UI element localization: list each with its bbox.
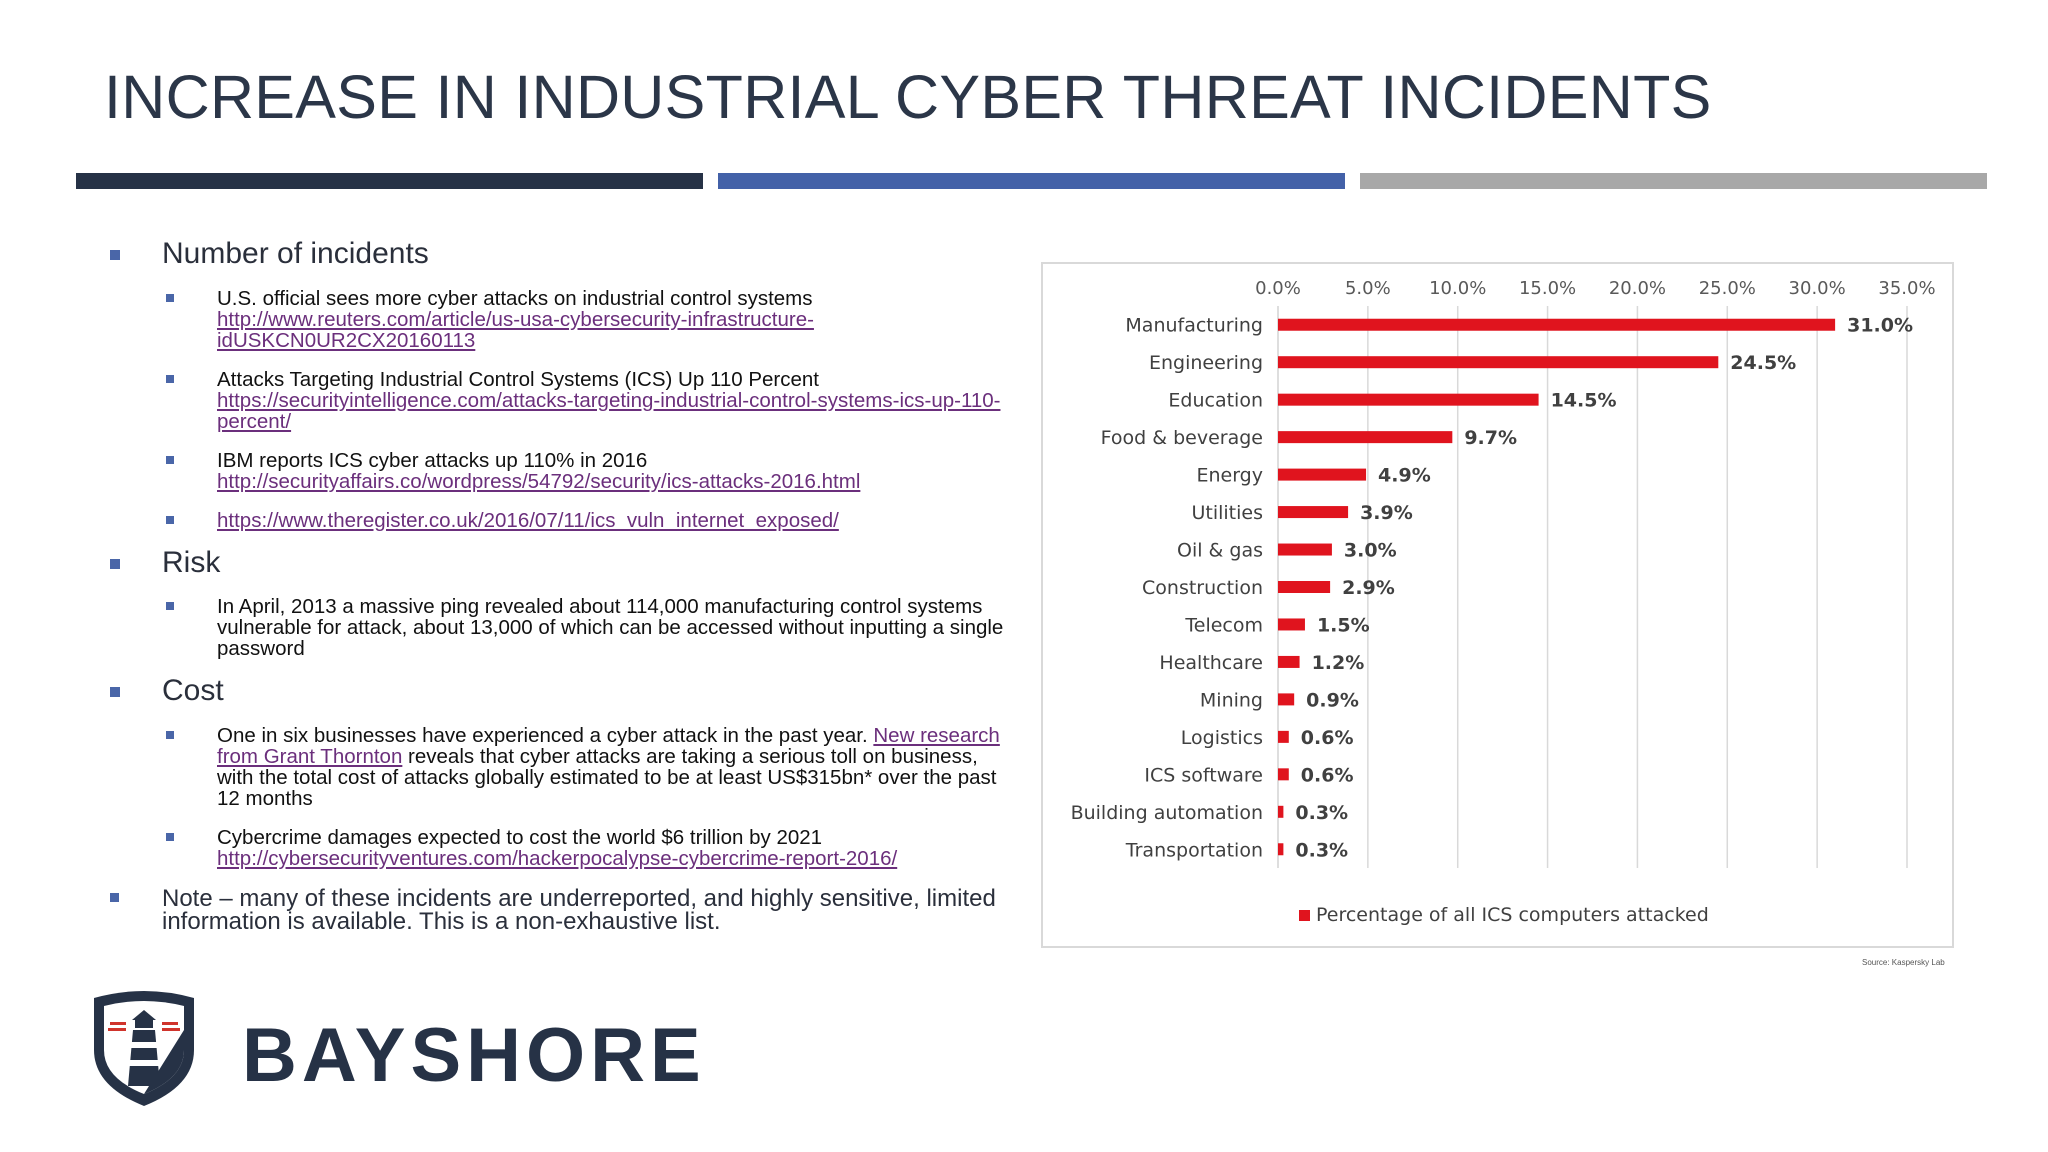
item-text: One in six businesses have experienced a… — [217, 723, 874, 747]
legend-label: Percentage of all ICS computers attacked — [1316, 904, 1709, 926]
data-label: 0.6% — [1301, 727, 1354, 749]
list-item: https://www.theregister.co.uk/2016/07/11… — [166, 508, 1010, 532]
bar — [1278, 618, 1305, 631]
category-label: Transportation — [1125, 839, 1263, 861]
bar — [1278, 506, 1349, 519]
brand-name: BAYSHORE — [242, 1013, 706, 1098]
list-item: U.S. official sees more cyber attacks on… — [166, 286, 1010, 352]
bar — [1278, 843, 1284, 856]
list-item: Cybercrime damages expected to cost the … — [166, 825, 1010, 870]
header-band-gray — [1360, 173, 1987, 189]
item-text: Cybercrime damages expected to cost the … — [217, 825, 823, 849]
category-label: Logistics — [1181, 727, 1263, 749]
x-tick-label: 25.0% — [1699, 278, 1756, 299]
section-heading-risk: Risk — [110, 546, 1010, 579]
bar — [1278, 581, 1331, 593]
data-label: 31.0% — [1847, 315, 1913, 337]
securityaffairs-link[interactable]: http://securityaffairs.co/wordpress/5479… — [217, 469, 861, 493]
x-tick-label: 15.0% — [1519, 278, 1576, 299]
bar — [1278, 543, 1332, 556]
item-text: Attacks Targeting Industrial Control Sys… — [217, 367, 819, 391]
bar — [1278, 431, 1453, 444]
bar — [1278, 768, 1289, 781]
data-label: 4.9% — [1378, 465, 1431, 487]
data-label: 9.7% — [1464, 427, 1517, 449]
data-label: 3.9% — [1360, 502, 1413, 524]
x-tick-label: 30.0% — [1789, 278, 1846, 299]
category-label: Telecom — [1184, 614, 1263, 636]
cybersecurityventures-link[interactable]: http://cybersecurityventures.com/hackerp… — [217, 846, 898, 870]
legend-swatch — [1299, 910, 1310, 921]
data-label: 0.3% — [1295, 802, 1348, 824]
x-tick-label: 35.0% — [1878, 278, 1935, 299]
page-title: INCREASE IN INDUSTRIAL CYBER THREAT INCI… — [104, 63, 1712, 131]
x-tick-label: 5.0% — [1345, 278, 1391, 299]
data-label: 1.5% — [1317, 614, 1370, 636]
category-label: Manufacturing — [1125, 315, 1263, 337]
category-label: Mining — [1200, 689, 1263, 711]
list-item: In April, 2013 a massive ping revealed a… — [166, 595, 1010, 660]
data-label: 2.9% — [1342, 577, 1395, 599]
category-label: Energy — [1196, 465, 1263, 487]
securityintelligence-link[interactable]: https://securityintelligence.com/attacks… — [217, 388, 1001, 433]
category-label: Healthcare — [1159, 652, 1263, 674]
bar-chart: 0.0% 5.0% 10.0% 15.0% 20.0% 25.0% 30.0% 35.0% Ma… — [1041, 262, 1954, 948]
bar — [1278, 805, 1284, 818]
bar — [1278, 468, 1367, 481]
data-label: 1.2% — [1312, 652, 1365, 674]
category-label: ICS software — [1144, 764, 1263, 786]
header-band-dark — [76, 173, 703, 189]
lighthouse-shield-icon — [94, 991, 194, 1106]
grant-thornton-link[interactable]: New research from Grant Thornton — [217, 723, 1000, 768]
section-heading-cost: Cost — [110, 675, 1010, 707]
category-label: Construction — [1142, 577, 1263, 599]
data-label: 3.0% — [1344, 540, 1397, 562]
list-item: One in six businesses have experienced a… — [166, 723, 1010, 810]
x-tick-label: 20.0% — [1609, 278, 1666, 299]
item-text: In April, 2013 a massive ping revealed a… — [217, 595, 1004, 660]
category-label: Engineering — [1149, 352, 1263, 374]
bar — [1278, 393, 1539, 406]
category-label: Building automation — [1071, 802, 1263, 824]
category-label: Utilities — [1191, 502, 1263, 524]
list-item: Attacks Targeting Industrial Control Sys… — [166, 367, 1010, 433]
x-tick-label: 10.0% — [1429, 278, 1486, 299]
bullet-list: Number of incidents U.S. official sees m… — [110, 238, 1010, 933]
bar-chart-svg: 0.0% 5.0% 10.0% 15.0% 20.0% 25.0% 30.0% 35.0% Ma… — [1071, 278, 1936, 926]
section-heading-incidents: Number of incidents — [110, 238, 1010, 270]
item-text: reveals that cyber attacks are taking a … — [217, 744, 997, 810]
bar — [1278, 693, 1295, 706]
bar — [1278, 655, 1300, 668]
bar — [1278, 318, 1836, 331]
item-text: U.S. official sees more cyber attacks on… — [217, 286, 813, 310]
bar — [1278, 730, 1289, 743]
x-tick-label: 0.0% — [1255, 278, 1301, 299]
header-band-blue — [718, 173, 1345, 189]
chart-source: Source: Kaspersky Lab — [1862, 958, 1945, 967]
theregister-link[interactable]: https://www.theregister.co.uk/2016/07/11… — [217, 508, 839, 532]
data-label: 14.5% — [1551, 390, 1617, 412]
data-label: 0.3% — [1295, 839, 1348, 861]
category-label: Oil & gas — [1177, 540, 1263, 562]
note-text: Note – many of these incidents are under… — [110, 886, 1010, 933]
data-label: 0.9% — [1306, 689, 1359, 711]
reuters-link[interactable]: http://www.reuters.com/article/us-usa-cy… — [217, 307, 814, 352]
bar — [1278, 356, 1719, 369]
category-label: Education — [1168, 390, 1263, 412]
data-label: 24.5% — [1730, 352, 1796, 374]
data-label: 0.6% — [1301, 764, 1354, 786]
item-text: IBM reports ICS cyber attacks up 110% in… — [217, 448, 648, 472]
category-label: Food & beverage — [1101, 427, 1263, 449]
list-item: IBM reports ICS cyber attacks up 110% in… — [166, 448, 1010, 493]
